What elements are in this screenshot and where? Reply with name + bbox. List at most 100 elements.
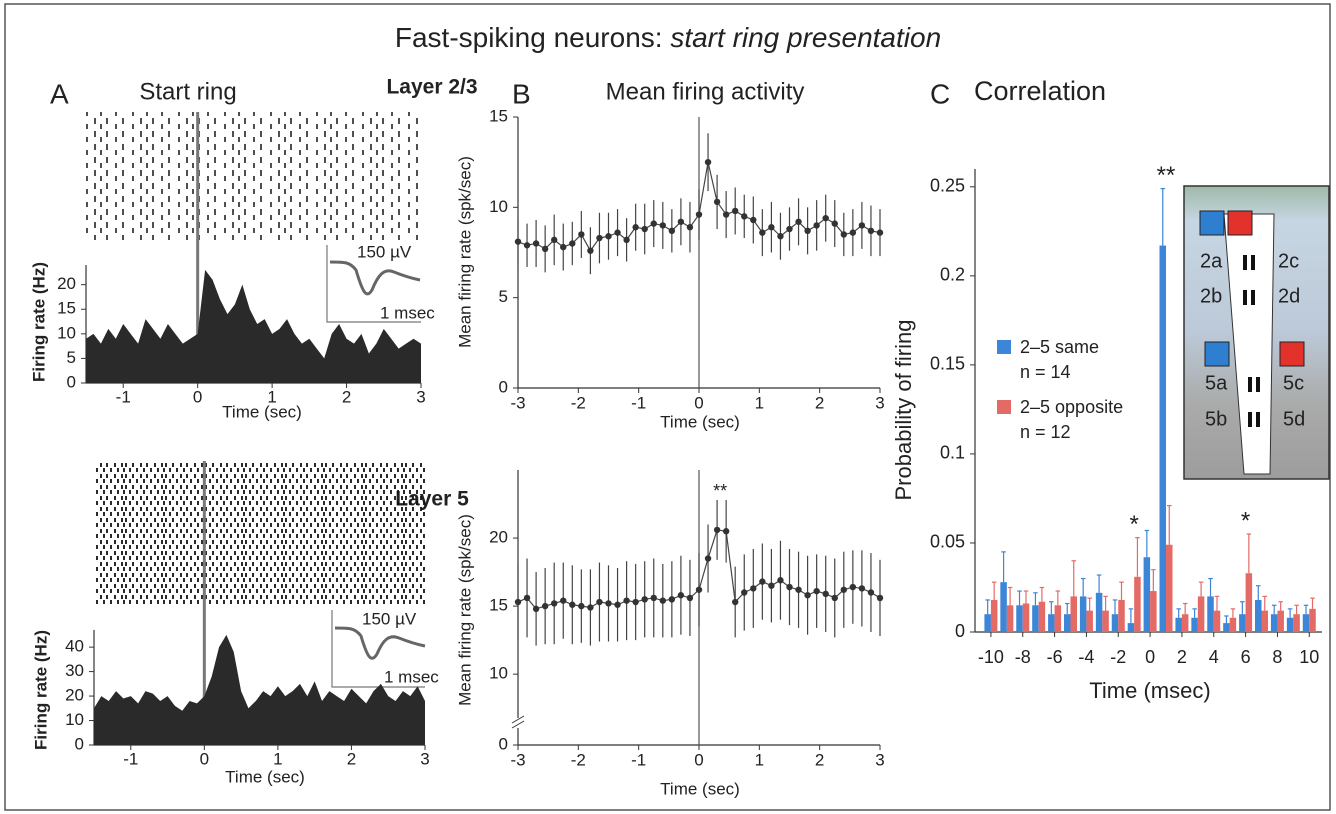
mean-point [641,225,648,233]
x-tick-label: -3 [510,393,525,412]
mean-point [523,242,531,249]
mean-point [523,594,531,602]
bar [1245,573,1253,632]
bar [990,599,998,632]
y-tick-label: 0 [67,372,76,391]
mean-point [668,596,676,603]
mean-point [605,233,612,240]
x-tick-label: -2 [571,750,586,769]
bar [1032,605,1039,632]
probe-label: 2c [1278,250,1299,272]
y-tick-label: 0.25 [930,176,965,196]
mean-point [831,594,838,602]
mean-point [804,592,811,599]
y-tick-label: 20 [65,686,84,705]
panel-title: Correlation [974,76,1106,106]
y-tick-label: 15 [489,596,508,615]
mean-point [623,597,630,604]
bar [984,614,991,632]
bar [1048,614,1055,632]
bar [1213,610,1221,632]
y-tick-label: 20 [489,528,508,547]
inset-scale: 150 µV [357,242,412,261]
mean-point [650,220,657,227]
mean-point [722,211,730,218]
mean-point [641,596,648,603]
mean-point [777,233,784,240]
mean-point [532,240,540,247]
panel-title: Start ring [139,78,236,105]
title-main: Fast-spiking neurons: [395,22,663,53]
mean-point [759,578,766,585]
mean-point [867,227,875,235]
mean-point [732,207,739,215]
mean-point [677,218,685,225]
mean-point [713,198,721,206]
mean-point [686,594,694,602]
bar [1197,596,1205,632]
inset-scale: 150 µV [362,609,417,628]
x-tick-label: -8 [1015,647,1031,667]
bar [1016,605,1023,632]
panel-title: Mean firing activity [606,78,805,105]
bar [1118,599,1125,632]
bar [1095,592,1103,632]
mean-point [795,218,802,225]
mean-point [768,582,775,589]
bar [1191,617,1198,632]
x-tick-label: 1 [755,750,764,769]
bar [1175,617,1182,632]
probe-label: 2b [1200,285,1222,307]
mean-point [795,586,802,593]
x-tick-label: 2 [815,750,824,769]
x-tick-label: 0 [1145,647,1155,667]
mean-point [605,600,612,607]
mean-point [532,605,540,613]
bar [1207,596,1214,632]
x-axis-label: Time (sec) [660,412,740,431]
x-tick-label: 3 [420,749,429,768]
mean-point [560,243,567,251]
mean-point [867,589,875,596]
mean-point [876,229,884,236]
x-tick-label: 1 [755,393,764,412]
mean-point [777,577,784,584]
mean-point [741,213,748,220]
x-tick-label: 1 [273,749,282,768]
x-axis-label: Time (sec) [222,402,302,421]
y-tick-label: 0 [955,621,965,641]
x-axis-label: Time (sec) [660,779,740,798]
bar [1309,608,1316,632]
x-tick-label: 2 [815,393,824,412]
mean-point [587,247,594,254]
spike-raster [94,461,425,605]
y-tick-label: 10 [489,664,508,683]
mean-point [578,602,585,610]
y-tick-label: 0.1 [940,443,965,463]
bar [1255,599,1262,632]
y-tick-label: 10 [57,323,76,342]
title-emphasis: start ring presentation [670,22,941,53]
mean-point [768,224,775,231]
mean-point [831,220,838,227]
spike-raster [86,112,421,240]
axis-break-gap [512,718,524,728]
probe-label: 2d [1278,285,1300,307]
probe-label: 5b [1205,408,1227,430]
panel-letter: C [930,78,950,109]
mean-point [876,594,884,602]
mean-point [650,594,657,602]
y-tick-label: 40 [65,637,84,656]
bar [1223,623,1230,632]
mean-point [750,216,757,224]
x-axis-label: Time (msec) [1089,678,1210,703]
significance: * [1241,507,1250,534]
panel-letter: A [50,78,69,109]
bar [1277,610,1284,632]
mean-point [614,229,621,236]
figure-frame [4,3,1331,811]
mean-point [659,597,666,604]
probe-label: 5d [1283,408,1305,430]
mean-point [587,604,594,611]
mean-point [858,222,866,229]
